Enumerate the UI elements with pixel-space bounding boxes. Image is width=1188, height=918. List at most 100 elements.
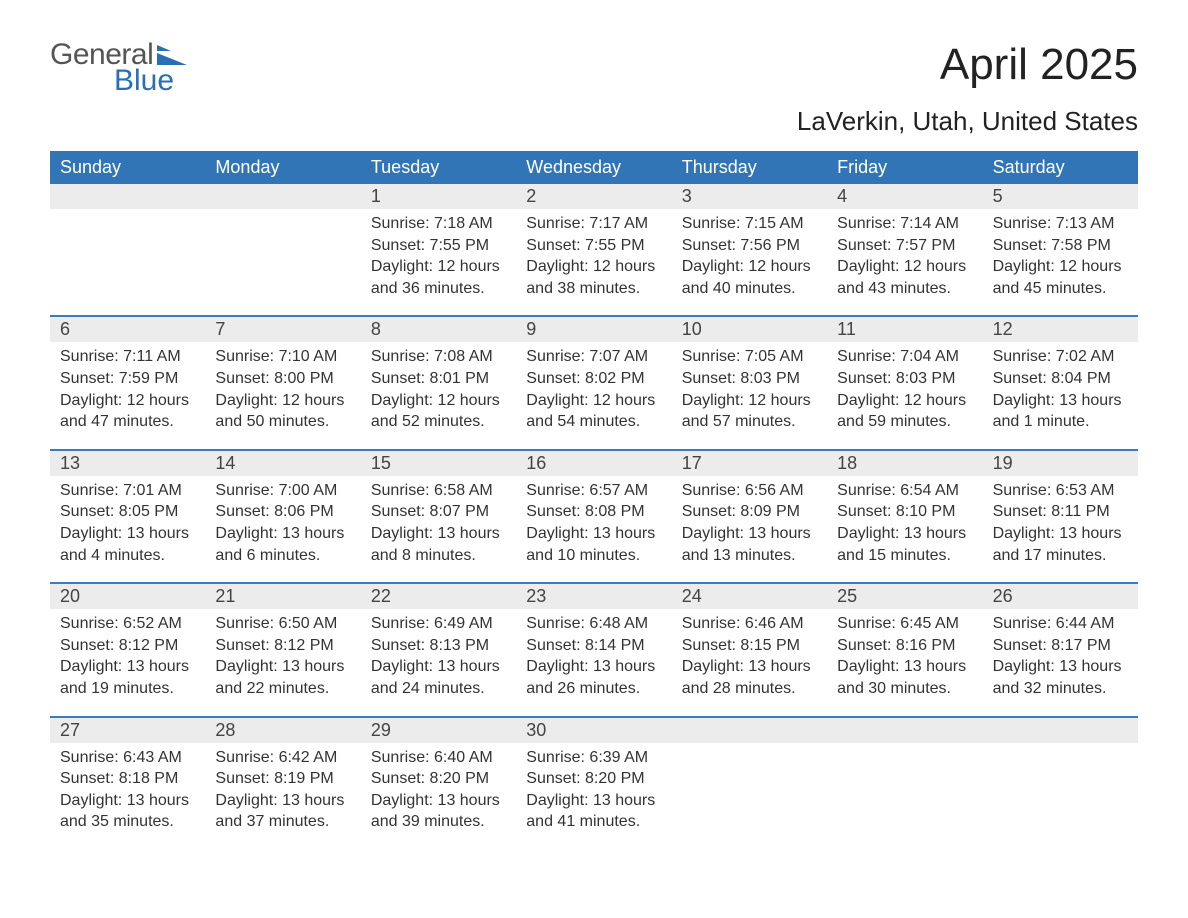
day-body: Sunrise: 6:46 AMSunset: 8:15 PMDaylight:… xyxy=(672,609,827,715)
location-label: LaVerkin, Utah, United States xyxy=(797,106,1138,137)
day-number: 11 xyxy=(827,317,982,342)
sunrise-line: Sunrise: 7:18 AM xyxy=(371,213,506,235)
week-row: 12345Sunrise: 7:18 AMSunset: 7:55 PMDayl… xyxy=(50,184,1138,315)
daylight-line: Daylight: 12 hours and 54 minutes. xyxy=(526,390,661,433)
sunrise-line: Sunrise: 6:52 AM xyxy=(60,613,195,635)
daylight-line: Daylight: 13 hours and 10 minutes. xyxy=(526,523,661,566)
daylight-line: Daylight: 13 hours and 17 minutes. xyxy=(993,523,1128,566)
day-number: 22 xyxy=(361,584,516,609)
day-body: Sunrise: 7:10 AMSunset: 8:00 PMDaylight:… xyxy=(205,342,360,448)
dow-monday: Monday xyxy=(205,151,360,184)
day-number: 3 xyxy=(672,184,827,209)
daylight-line: Daylight: 12 hours and 50 minutes. xyxy=(215,390,350,433)
daylight-line: Daylight: 13 hours and 35 minutes. xyxy=(60,790,195,833)
day-body-row: Sunrise: 6:43 AMSunset: 8:18 PMDaylight:… xyxy=(50,743,1138,849)
day-body: Sunrise: 6:58 AMSunset: 8:07 PMDaylight:… xyxy=(361,476,516,582)
day-number: 6 xyxy=(50,317,205,342)
day-number: 15 xyxy=(361,451,516,476)
sunset-line: Sunset: 7:55 PM xyxy=(526,235,661,257)
daylight-line: Daylight: 12 hours and 59 minutes. xyxy=(837,390,972,433)
day-body: Sunrise: 6:40 AMSunset: 8:20 PMDaylight:… xyxy=(361,743,516,849)
sunset-line: Sunset: 8:05 PM xyxy=(60,501,195,523)
dow-tuesday: Tuesday xyxy=(361,151,516,184)
day-number xyxy=(205,184,360,209)
week-row: 20212223242526Sunrise: 6:52 AMSunset: 8:… xyxy=(50,582,1138,715)
daylight-line: Daylight: 13 hours and 32 minutes. xyxy=(993,656,1128,699)
day-body: Sunrise: 7:11 AMSunset: 7:59 PMDaylight:… xyxy=(50,342,205,448)
sunset-line: Sunset: 8:18 PM xyxy=(60,768,195,790)
day-number: 9 xyxy=(516,317,671,342)
day-number-row: 13141516171819 xyxy=(50,451,1138,476)
day-body xyxy=(827,743,982,849)
day-body xyxy=(983,743,1138,849)
day-number: 8 xyxy=(361,317,516,342)
day-body: Sunrise: 7:18 AMSunset: 7:55 PMDaylight:… xyxy=(361,209,516,315)
daylight-line: Daylight: 13 hours and 26 minutes. xyxy=(526,656,661,699)
day-body-row: Sunrise: 7:01 AMSunset: 8:05 PMDaylight:… xyxy=(50,476,1138,582)
day-body-row: Sunrise: 7:11 AMSunset: 7:59 PMDaylight:… xyxy=(50,342,1138,448)
day-body: Sunrise: 7:04 AMSunset: 8:03 PMDaylight:… xyxy=(827,342,982,448)
sunset-line: Sunset: 8:06 PM xyxy=(215,501,350,523)
dow-sunday: Sunday xyxy=(50,151,205,184)
day-number: 27 xyxy=(50,718,205,743)
dow-saturday: Saturday xyxy=(983,151,1138,184)
title-block: April 2025 LaVerkin, Utah, United States xyxy=(797,40,1138,137)
day-body xyxy=(672,743,827,849)
sunrise-line: Sunrise: 7:07 AM xyxy=(526,346,661,368)
daylight-line: Daylight: 13 hours and 6 minutes. xyxy=(215,523,350,566)
daylight-line: Daylight: 13 hours and 39 minutes. xyxy=(371,790,506,833)
day-of-week-header: Sunday Monday Tuesday Wednesday Thursday… xyxy=(50,151,1138,184)
day-body: Sunrise: 7:00 AMSunset: 8:06 PMDaylight:… xyxy=(205,476,360,582)
dow-wednesday: Wednesday xyxy=(516,151,671,184)
sunset-line: Sunset: 8:10 PM xyxy=(837,501,972,523)
sunset-line: Sunset: 7:59 PM xyxy=(60,368,195,390)
day-body: Sunrise: 7:01 AMSunset: 8:05 PMDaylight:… xyxy=(50,476,205,582)
daylight-line: Daylight: 13 hours and 37 minutes. xyxy=(215,790,350,833)
daylight-line: Daylight: 13 hours and 4 minutes. xyxy=(60,523,195,566)
week-row: 27282930Sunrise: 6:43 AMSunset: 8:18 PMD… xyxy=(50,716,1138,849)
week-row: 13141516171819Sunrise: 7:01 AMSunset: 8:… xyxy=(50,449,1138,582)
day-number: 28 xyxy=(205,718,360,743)
daylight-line: Daylight: 13 hours and 22 minutes. xyxy=(215,656,350,699)
day-number: 14 xyxy=(205,451,360,476)
day-number xyxy=(672,718,827,743)
sunrise-line: Sunrise: 7:15 AM xyxy=(682,213,817,235)
sunrise-line: Sunrise: 6:57 AM xyxy=(526,480,661,502)
daylight-line: Daylight: 13 hours and 30 minutes. xyxy=(837,656,972,699)
day-body xyxy=(50,209,205,315)
day-body: Sunrise: 6:45 AMSunset: 8:16 PMDaylight:… xyxy=(827,609,982,715)
day-body: Sunrise: 7:08 AMSunset: 8:01 PMDaylight:… xyxy=(361,342,516,448)
sunrise-line: Sunrise: 7:04 AM xyxy=(837,346,972,368)
daylight-line: Daylight: 13 hours and 8 minutes. xyxy=(371,523,506,566)
sunrise-line: Sunrise: 6:53 AM xyxy=(993,480,1128,502)
day-number: 25 xyxy=(827,584,982,609)
sunset-line: Sunset: 8:19 PM xyxy=(215,768,350,790)
daylight-line: Daylight: 13 hours and 24 minutes. xyxy=(371,656,506,699)
day-number: 21 xyxy=(205,584,360,609)
day-number: 16 xyxy=(516,451,671,476)
month-title: April 2025 xyxy=(797,40,1138,90)
daylight-line: Daylight: 13 hours and 13 minutes. xyxy=(682,523,817,566)
day-body: Sunrise: 7:07 AMSunset: 8:02 PMDaylight:… xyxy=(516,342,671,448)
daylight-line: Daylight: 12 hours and 40 minutes. xyxy=(682,256,817,299)
sunrise-line: Sunrise: 6:49 AM xyxy=(371,613,506,635)
day-body: Sunrise: 6:39 AMSunset: 8:20 PMDaylight:… xyxy=(516,743,671,849)
logo: General Blue xyxy=(50,40,187,96)
day-body: Sunrise: 6:50 AMSunset: 8:12 PMDaylight:… xyxy=(205,609,360,715)
day-number xyxy=(983,718,1138,743)
daylight-line: Daylight: 12 hours and 43 minutes. xyxy=(837,256,972,299)
sunrise-line: Sunrise: 7:01 AM xyxy=(60,480,195,502)
sunrise-line: Sunrise: 7:13 AM xyxy=(993,213,1128,235)
day-body xyxy=(205,209,360,315)
sunset-line: Sunset: 8:12 PM xyxy=(215,635,350,657)
header: General Blue April 2025 LaVerkin, Utah, … xyxy=(50,40,1138,137)
sunset-line: Sunset: 8:08 PM xyxy=(526,501,661,523)
daylight-line: Daylight: 12 hours and 45 minutes. xyxy=(993,256,1128,299)
day-body: Sunrise: 6:56 AMSunset: 8:09 PMDaylight:… xyxy=(672,476,827,582)
sunset-line: Sunset: 8:20 PM xyxy=(526,768,661,790)
day-body: Sunrise: 7:02 AMSunset: 8:04 PMDaylight:… xyxy=(983,342,1138,448)
sunrise-line: Sunrise: 6:40 AM xyxy=(371,747,506,769)
day-number xyxy=(50,184,205,209)
daylight-line: Daylight: 13 hours and 15 minutes. xyxy=(837,523,972,566)
day-body: Sunrise: 6:43 AMSunset: 8:18 PMDaylight:… xyxy=(50,743,205,849)
